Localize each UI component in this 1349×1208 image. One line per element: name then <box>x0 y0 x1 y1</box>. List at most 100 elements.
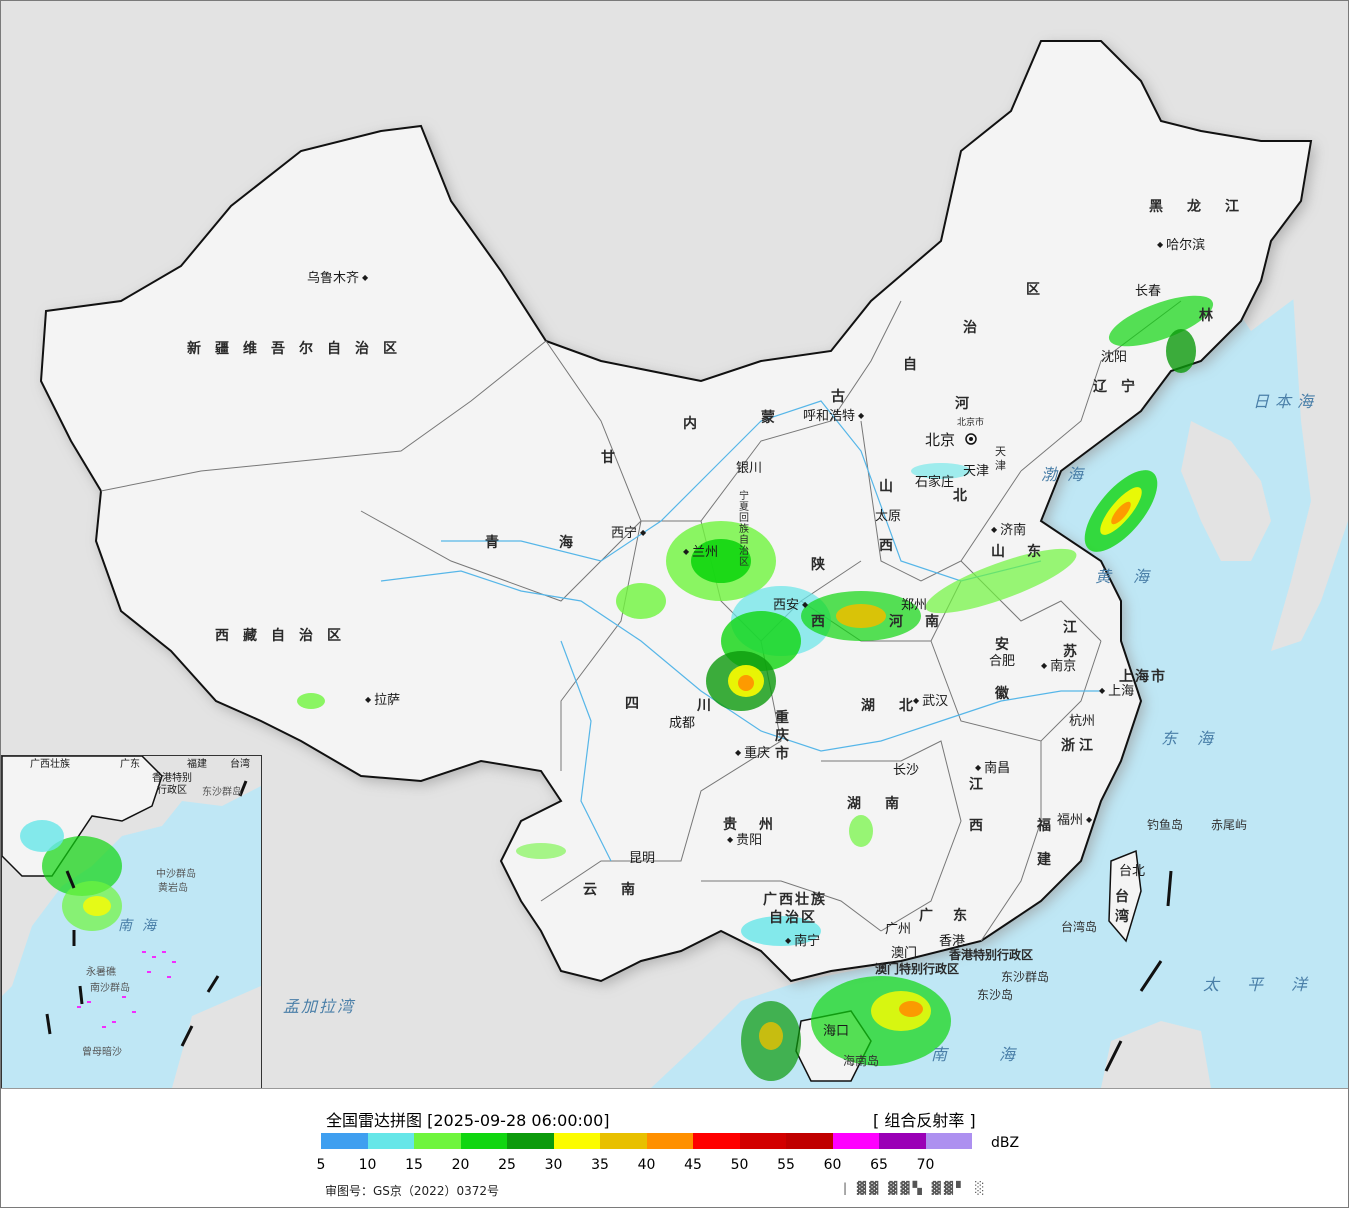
label-shanghai-city: 上海市 <box>1119 669 1167 685</box>
city-hangzhou: 杭州 <box>1069 714 1096 729</box>
city-fuzhou: 福州 <box>1057 814 1092 827</box>
legend-swatch <box>553 1133 600 1149</box>
legend-swatch <box>600 1133 647 1149</box>
city-chengdu: 成都 <box>669 716 696 731</box>
sea-east: 东海 <box>1161 729 1234 748</box>
label-gansu: 甘 <box>601 450 629 466</box>
city-nanjing: 南京 <box>1041 660 1076 673</box>
city-hohhot: 呼和浩特 <box>803 410 864 423</box>
city-guiyang: 贵阳 <box>727 834 762 847</box>
legend-swatch <box>693 1133 740 1149</box>
legend-approval-number: 审图号：GS京（2022）0372号 <box>325 1184 499 1198</box>
korea-peninsula <box>1181 421 1271 561</box>
label-qinghai: 青海 <box>485 535 633 551</box>
label-xinjiang: 新疆维吾尔自治区 <box>187 341 411 357</box>
sea-bengal: 孟加拉湾 <box>283 997 356 1016</box>
city-wuhan: 武汉 <box>913 695 948 708</box>
label-shaanxi-2: 西 <box>811 614 839 630</box>
city-jinan: 济南 <box>991 524 1026 537</box>
legend-tick-label: 5 <box>316 1157 326 1173</box>
inset-label-huangyan: 黄岩岛 <box>158 883 188 894</box>
inset-label-nansha: 南沙群岛 <box>90 983 130 994</box>
inset-label-fujian: 福建 <box>187 759 207 770</box>
legend-swatch <box>507 1133 554 1149</box>
label-jiangxi-1: 江 <box>969 777 997 793</box>
legend-swatch <box>367 1133 414 1149</box>
legend-swatch <box>646 1133 693 1149</box>
label-zhejiang: 浙江 <box>1061 738 1097 754</box>
city-zhengzhou: 郑州 <box>901 598 928 613</box>
label-shaanxi-1: 陕 <box>811 557 839 573</box>
inset-label-hk: 香港特别 <box>152 773 192 784</box>
city-chongqing: 重庆 <box>735 747 770 760</box>
label-shanxi-1: 山 <box>879 479 907 495</box>
city-shanghai: 上海 <box>1099 685 1134 698</box>
label-jiangxi-2: 西 <box>969 818 997 834</box>
map-canvas <box>1 1 1348 1088</box>
label-hebei-1: 河 <box>955 396 983 412</box>
label-neimenggu-1: 内 <box>683 416 711 432</box>
label-tianjin-region: 天津 <box>995 445 1006 472</box>
beijing-marker-center <box>969 437 973 441</box>
label-hongkong-sar: 香港特别行政区 <box>949 948 1034 962</box>
inset-label-guangdong: 广东 <box>120 759 140 770</box>
sea-bohai: 渤海 <box>1041 465 1094 484</box>
legend-swatch <box>832 1133 879 1149</box>
label-guangxi-2: 自治区 <box>769 910 817 926</box>
label-dongsha-island: 东沙岛 <box>977 988 1014 1002</box>
sea-south: 南海 <box>931 1045 1068 1064</box>
south-china-sea-inset: 广西壮族 广东 福建 台湾 香港特别 行政区 东沙群岛 中沙群岛 黄岩岛 南海 … <box>1 755 262 1088</box>
label-hunan: 湖南 <box>847 796 923 812</box>
label-neimenggu-5: 治 <box>963 320 991 336</box>
legend-title: 全国雷达拼图 [2025-09-28 06:00:00] <box>326 1111 610 1130</box>
label-guangdong: 广东 <box>919 908 987 924</box>
taiwan-island-shape <box>1108 849 1142 943</box>
label-liaoning: 辽宁 <box>1093 379 1149 395</box>
legend-tick-label: 65 <box>870 1157 888 1173</box>
inset-label-nanhai: 南海 <box>118 918 166 934</box>
legend-tick-label: 25 <box>498 1157 516 1173</box>
sea-japan: 日本海 <box>1253 392 1320 411</box>
rivers <box>380 400 1101 862</box>
city-kunming: 昆明 <box>629 851 656 866</box>
label-xizang: 西藏自治区 <box>215 628 355 644</box>
boundary-dashes <box>1104 870 1173 1072</box>
sea-pacific: 太平洋 <box>1203 975 1336 994</box>
legend-tick-label: 50 <box>730 1157 749 1173</box>
label-jiangsu: 江苏 <box>1063 620 1077 660</box>
philippines <box>1101 1021 1211 1088</box>
label-anhui-2: 徽 <box>995 686 1023 702</box>
label-neimenggu-6: 区 <box>1026 282 1054 298</box>
legend-swatch <box>786 1133 833 1149</box>
label-neimenggu-4: 自 <box>903 357 931 373</box>
label-chiwei: 赤尾屿 <box>1211 818 1248 832</box>
city-guangzhou: 广州 <box>885 922 912 937</box>
label-chongqing: 重庆市 <box>775 710 789 762</box>
inset-label-guangxi: 广西壮族 <box>30 759 70 770</box>
city-shenyang: 沈阳 <box>1101 350 1128 365</box>
city-shijiazhuang: 石家庄 <box>915 475 955 490</box>
inset-label-yongshu: 永暑礁 <box>86 967 116 978</box>
label-fujian-1: 福 <box>1037 818 1065 834</box>
label-guizhou: 贵州 <box>723 817 795 833</box>
city-xining: 西宁 <box>611 527 646 540</box>
legend-swatch <box>925 1133 972 1149</box>
label-shandong: 山东 <box>991 544 1063 560</box>
inset-label-taiwan: 台湾 <box>230 759 250 770</box>
city-macau: 澳门 <box>891 946 918 961</box>
label-guangxi-1: 广西壮族 <box>763 892 827 908</box>
city-lanzhou: 兰州 <box>683 546 718 559</box>
label-shanxi-2: 西 <box>879 538 907 554</box>
city-beijing: 北京 <box>925 431 956 449</box>
city-hefei: 合肥 <box>989 654 1016 669</box>
city-changchun: 长春 <box>1135 284 1162 299</box>
label-heilongjiang: 黑龙江 <box>1149 199 1263 215</box>
label-yunnan: 云南 <box>583 882 659 898</box>
city-hongkong: 香港 <box>939 934 966 949</box>
inset-canvas <box>2 756 261 1088</box>
legend-tick-label: 15 <box>405 1157 423 1173</box>
label-ningxia: 宁夏回族自治区 <box>739 491 749 568</box>
legend-swatch <box>460 1133 507 1149</box>
city-yinchuan: 银川 <box>736 461 763 476</box>
label-dongsha-islands: 东沙群岛 <box>1001 970 1050 984</box>
